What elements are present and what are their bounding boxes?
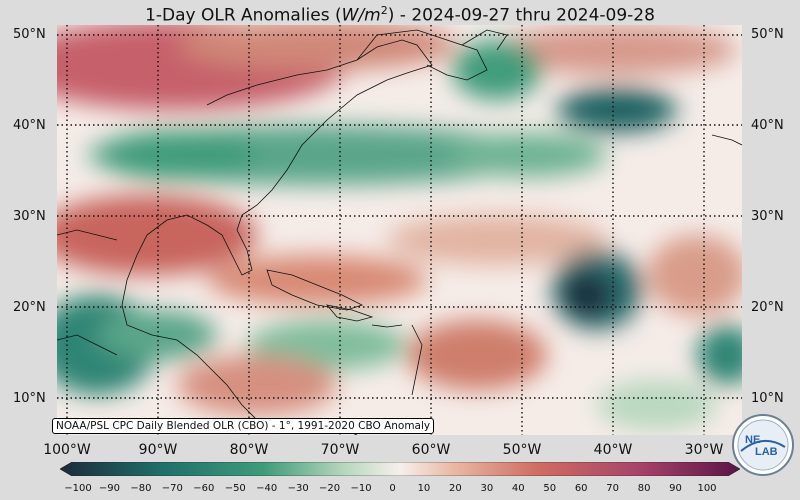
svg-text:LAB: LAB (755, 446, 778, 458)
lat-label-right-10: 10°N (751, 391, 784, 406)
lat-label-left-10: 10°N (13, 391, 46, 406)
colorbar-tick: 20 (449, 483, 462, 494)
colorbar-tick: −100 (64, 483, 92, 494)
colorbar-tick: −20 (319, 483, 341, 494)
colorbar-tick: 90 (669, 483, 682, 494)
lon-label-40w: 40°W (593, 442, 633, 458)
colorbar-tick: −10 (350, 483, 372, 494)
colorbar-tick: −60 (193, 483, 215, 494)
lon-label-90w: 90°W (138, 442, 178, 458)
lat-label-right-30: 30°N (751, 209, 784, 224)
colorbar (60, 462, 740, 476)
colorbar-tick: −70 (161, 483, 183, 494)
colorbar-tick: −40 (256, 483, 278, 494)
lon-label-30w: 30°W (684, 442, 724, 458)
map-title: 1-Day OLR Anomalies (W/m2) - 2024-09-27 … (145, 4, 655, 26)
lon-label-100w: 100°W (43, 442, 91, 458)
lat-label-left-40: 40°N (13, 118, 46, 133)
lat-label-right-40: 40°N (751, 118, 784, 133)
lat-label-left-50: 50°N (13, 27, 46, 42)
svg-text:NE: NE (745, 434, 760, 446)
colorbar-tick: 70 (606, 483, 619, 494)
colorbar-tick: 30 (480, 483, 494, 494)
lon-label-50w: 50°W (502, 442, 542, 458)
colorbar-tick: 60 (574, 483, 588, 494)
colorbar-tick: 100 (697, 483, 717, 494)
lon-label-60w: 60°W (411, 442, 451, 458)
colorbar-tick: −80 (130, 483, 152, 494)
lat-label-left-20: 20°N (13, 300, 46, 315)
colorbar-tick: 40 (511, 483, 525, 494)
data-source-credit: NOAA/PSL CPC Daily Blended OLR (CBO) - 1… (52, 418, 435, 434)
coastlines (57, 29, 742, 435)
olr-anomaly-map (57, 25, 742, 435)
colorbar-tick: −50 (224, 483, 246, 494)
lat-label-right-50: 50°N (751, 27, 784, 42)
colorbar-tick: 0 (389, 483, 396, 494)
colorbar-tick: 80 (637, 483, 651, 494)
colorbar-tick: −90 (98, 483, 120, 494)
graticule (57, 25, 742, 435)
lat-label-left-30: 30°N (13, 209, 46, 224)
colorbar-tick: 10 (417, 483, 431, 494)
nexlab-logo: NE LAB (732, 414, 794, 476)
lat-label-right-20: 20°N (751, 300, 784, 315)
lon-label-80w: 80°W (229, 442, 269, 458)
colorbar-tick: 50 (543, 483, 557, 494)
colorbar-tick: −30 (287, 483, 309, 494)
lon-label-70w: 70°W (320, 442, 360, 458)
